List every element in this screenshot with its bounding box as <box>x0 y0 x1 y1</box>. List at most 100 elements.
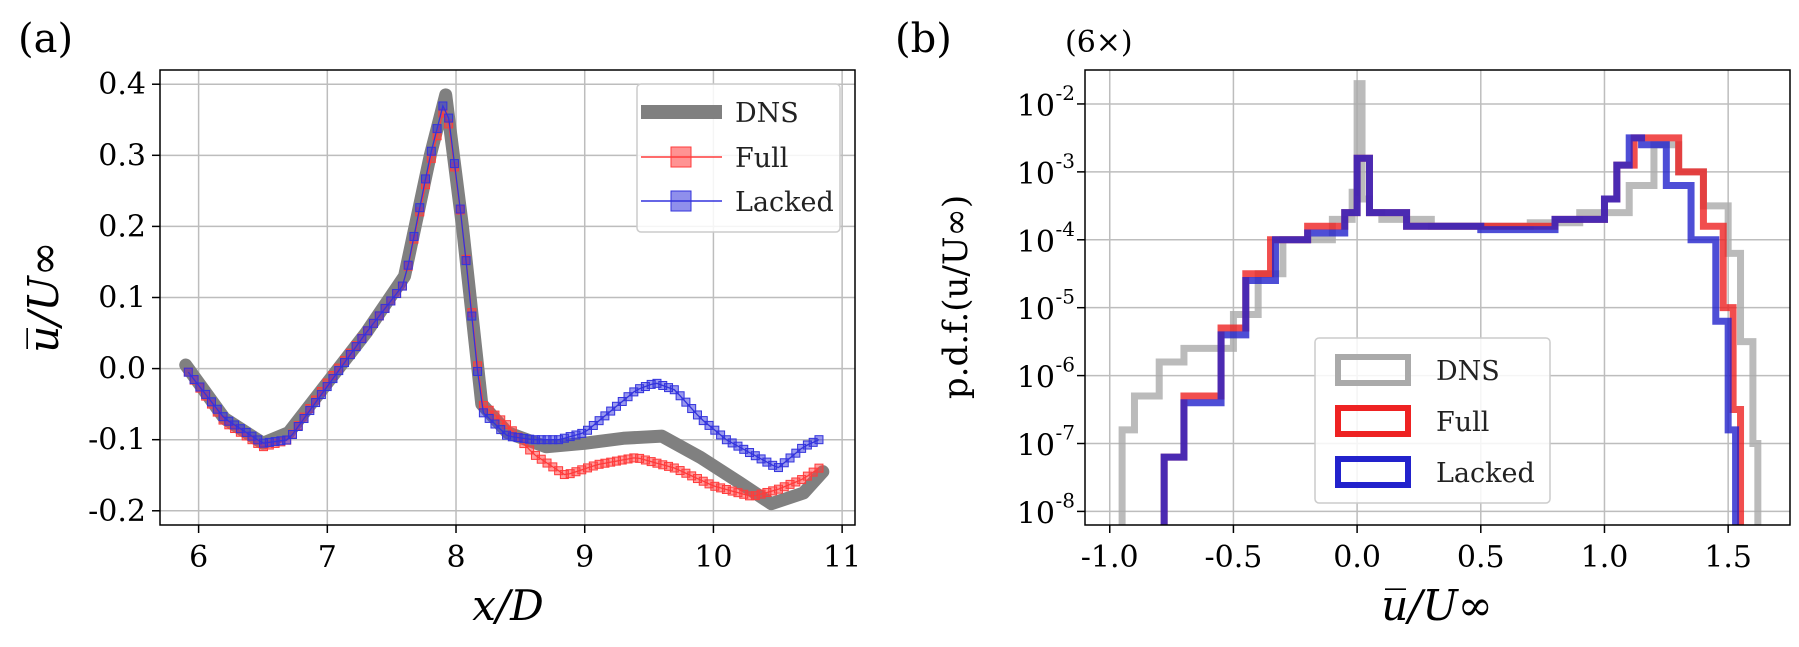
panel-b-grid <box>1085 70 1790 525</box>
series-a-lacked-marker <box>461 256 471 266</box>
panel-a-y-tick-label: 0.3 <box>98 138 146 173</box>
series-a-lacked-marker <box>311 398 321 408</box>
panel-b-y-tick-exponent: -7 <box>1056 421 1075 445</box>
legend-b-dns-label: DNS <box>1436 356 1500 387</box>
legend-a-lacked-label: Lacked <box>735 187 834 218</box>
panel-b-y-tick-exponent: -5 <box>1056 285 1075 309</box>
series-a-lacked-marker <box>363 326 373 336</box>
series-a-lacked-marker <box>779 458 789 468</box>
series-b-lacked-line <box>1160 134 1740 525</box>
series-a-lacked-marker <box>785 453 795 463</box>
legend-a-lacked-marker <box>670 190 692 212</box>
series-a-lacked-marker <box>588 420 598 430</box>
panel-b-frame <box>1084 69 1791 526</box>
panel-a-x-tick-label: 8 <box>446 540 465 575</box>
series-a-lacked-marker <box>623 392 633 402</box>
series-a-lacked-marker <box>374 311 384 321</box>
legend-a-full-marker <box>670 146 692 168</box>
series-a-lacked-marker <box>438 101 448 111</box>
panel-a-label: (a) <box>18 16 73 62</box>
series-a-lacked-marker <box>357 334 367 344</box>
legend-b-full-swatch <box>1335 405 1411 437</box>
series-a-lacked-marker <box>195 382 205 392</box>
panel-b-legend: DNS Full Lacked <box>1314 337 1551 504</box>
series-a-lacked-marker <box>669 385 679 395</box>
series-a-lacked-marker <box>218 412 228 422</box>
panel-b-x-ticks: -1.0 -0.5 0.0 0.5 1.0 1.5 <box>1081 525 1752 575</box>
series-a-lacked-marker <box>473 366 483 376</box>
panel-a-x-tick-label: 6 <box>189 540 208 575</box>
series-a-lacked-marker <box>449 159 459 169</box>
panel-b-annotation: (6×) <box>1065 25 1133 60</box>
series-a-lacked-marker <box>716 430 726 440</box>
panel-b: (b) (6×) -1.0 -0.5 0.0 0.5 1.0 1.5 10-810-710… <box>895 16 1791 630</box>
panel-b-x-tick-label: 0.0 <box>1333 540 1381 575</box>
series-a-lacked-marker <box>201 389 211 399</box>
series-a-lacked-marker <box>189 375 199 385</box>
series-a-lacked-marker <box>455 204 465 214</box>
panel-b-x-tick-label: -0.5 <box>1204 540 1262 575</box>
panel-a-x-tick-label: 7 <box>318 540 337 575</box>
series-a-lacked-marker <box>583 425 593 435</box>
legend-b-full-label: Full <box>1436 407 1489 438</box>
panel-a-y-tick-label: -0.1 <box>88 423 146 458</box>
panel-a-y-tick-label: 0.2 <box>98 209 146 244</box>
series-a-lacked-marker <box>345 350 355 360</box>
panel-b-y-tick-label: 10 <box>1017 496 1055 531</box>
series-a-lacked-marker <box>403 260 413 270</box>
series-a-lacked-marker <box>791 448 801 458</box>
series-a-full-marker <box>502 420 512 430</box>
panel-b-y-ticks: 10-810-710-610-510-410-310-2 <box>1017 81 1085 531</box>
legend-a-full-label: Full <box>735 143 788 174</box>
series-a-full-marker <box>525 445 535 455</box>
series-a-lacked-marker <box>212 404 222 414</box>
series-a-lacked-marker <box>681 397 691 407</box>
series-a-lacked-marker <box>594 416 604 426</box>
series-a-lacked-marker <box>617 396 627 406</box>
panel-b-y-tick-label: 10 <box>1017 293 1055 328</box>
series-a-lacked-marker <box>600 411 610 421</box>
series-a-lacked-marker <box>415 203 425 213</box>
panel-a-x-tick-label: 10 <box>694 540 732 575</box>
series-a-lacked-marker <box>368 318 378 328</box>
panel-a-x-axis-label: x/D <box>472 581 544 630</box>
series-a-lacked-marker <box>183 367 193 377</box>
panel-a-y-tick-label: 0.1 <box>98 281 146 316</box>
series-a-lacked-marker <box>334 366 344 376</box>
panel-b-y-tick-exponent: -6 <box>1056 353 1075 377</box>
series-a-lacked-marker <box>675 391 685 401</box>
panel-b-x-tick-label: 0.5 <box>1457 540 1505 575</box>
series-a-lacked-marker <box>421 174 431 184</box>
panel-b-y-tick-exponent: -3 <box>1056 149 1075 173</box>
panel-a-y-tick-label: 0.4 <box>98 67 146 102</box>
panel-b-y-tick-label: 10 <box>1017 225 1055 260</box>
series-a-lacked-marker <box>490 419 500 429</box>
series-a-lacked-marker <box>606 406 616 416</box>
panel-b-y-axis-label: p.d.f.(u/U∞) <box>936 195 976 399</box>
series-a-lacked-marker <box>282 435 292 445</box>
panel-a-y-tick-label: -0.2 <box>88 494 146 529</box>
panel-b-y-tick-exponent: -8 <box>1056 488 1075 512</box>
panel-a-legend: DNS Full Lacked <box>636 83 841 233</box>
panel-b-x-axis-label: u̅/U∞ <box>1381 581 1493 630</box>
series-a-lacked-marker <box>692 410 702 420</box>
panel-a-x-tick-label: 11 <box>823 540 861 575</box>
legend-a-dns-label: DNS <box>735 98 799 129</box>
series-a-lacked-marker <box>710 425 720 435</box>
series-a-lacked-marker <box>814 435 824 445</box>
panel-b-x-tick-label: 1.5 <box>1704 540 1752 575</box>
series-a-lacked-marker <box>704 420 714 430</box>
panel-b-x-tick-label: 1.0 <box>1581 540 1629 575</box>
panel-b-x-tick-label: -1.0 <box>1081 540 1139 575</box>
series-a-lacked-marker <box>484 413 494 423</box>
series-a-lacked-marker <box>322 382 332 392</box>
series-a-lacked-marker <box>293 422 303 432</box>
panel-a: (a) 6 7 8 9 10 11 -0.2 -0.1 0.0 0.1 0.2 0.3 0.4 x/D… <box>18 16 861 630</box>
panel-b-y-tick-exponent: -4 <box>1056 217 1075 241</box>
series-a-lacked-marker <box>409 231 419 241</box>
panel-a-x-ticks: 6 7 8 9 10 11 <box>189 525 861 575</box>
series-a-lacked-marker <box>305 406 315 416</box>
panel-a-y-tick-label: 0.0 <box>98 352 146 387</box>
series-a-lacked-marker <box>496 425 506 435</box>
